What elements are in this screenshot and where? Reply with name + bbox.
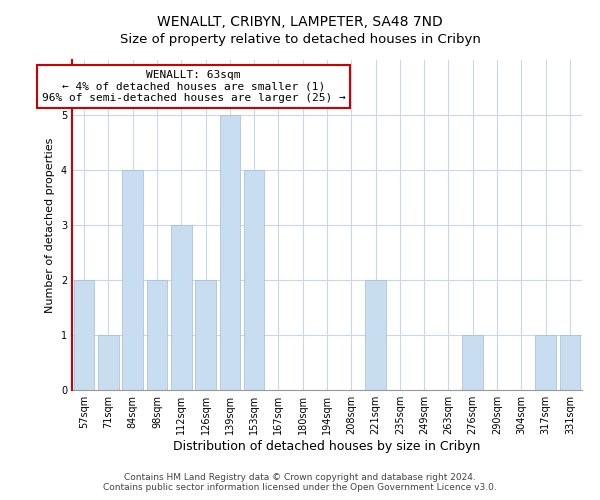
- Text: WENALLT, CRIBYN, LAMPETER, SA48 7ND: WENALLT, CRIBYN, LAMPETER, SA48 7ND: [157, 15, 443, 29]
- Text: Contains HM Land Registry data © Crown copyright and database right 2024.
Contai: Contains HM Land Registry data © Crown c…: [103, 473, 497, 492]
- X-axis label: Distribution of detached houses by size in Cribyn: Distribution of detached houses by size …: [173, 440, 481, 453]
- Y-axis label: Number of detached properties: Number of detached properties: [46, 138, 55, 312]
- Bar: [171, 225, 191, 390]
- Text: WENALLT: 63sqm
← 4% of detached houses are smaller (1)
96% of semi-detached hous: WENALLT: 63sqm ← 4% of detached houses a…: [41, 70, 346, 103]
- Text: Size of property relative to detached houses in Cribyn: Size of property relative to detached ho…: [119, 32, 481, 46]
- Bar: [365, 280, 386, 390]
- Bar: [463, 335, 483, 390]
- Bar: [220, 115, 240, 390]
- Bar: [195, 280, 216, 390]
- Bar: [122, 170, 143, 390]
- Bar: [74, 280, 94, 390]
- Bar: [535, 335, 556, 390]
- Bar: [244, 170, 265, 390]
- Bar: [560, 335, 580, 390]
- Bar: [146, 280, 167, 390]
- Bar: [98, 335, 119, 390]
